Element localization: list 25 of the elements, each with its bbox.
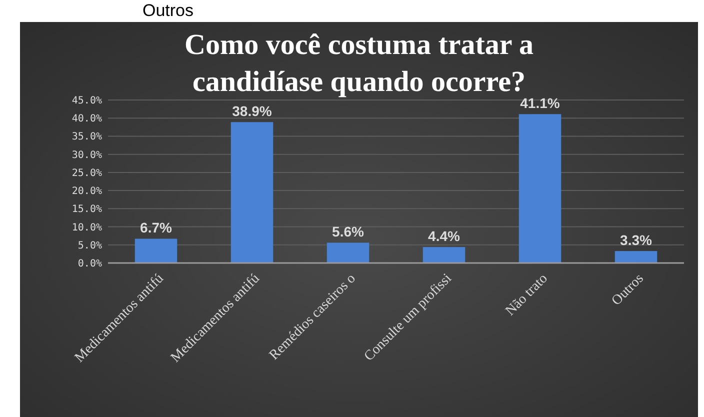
bar — [518, 114, 562, 263]
data-label: 5.6% — [332, 224, 364, 240]
data-label: 38.9% — [232, 103, 272, 120]
data-label: 3.3% — [620, 232, 652, 248]
text: Outros — [142, 1, 194, 20]
bar — [134, 238, 178, 263]
y-tick-label: 35.0% — [72, 132, 102, 143]
bar — [614, 251, 658, 263]
chart-title: Como você costuma tratar a candidíase quando ocorre? — [184, 29, 534, 98]
y-tick-label: 0.0% — [78, 258, 102, 270]
data-label: 4.4% — [428, 228, 460, 244]
y-tick-label: 30.0% — [72, 150, 102, 161]
bar — [422, 247, 466, 263]
y-tick-label: 10.0% — [72, 222, 102, 234]
y-tick-label: 15.0% — [72, 204, 102, 216]
bar — [230, 122, 274, 263]
y-tick-label: 5.0% — [78, 240, 102, 252]
y-tick-label: 20.0% — [72, 186, 102, 198]
data-label: 6.7% — [140, 220, 172, 236]
x-tick-label: Não trato — [503, 271, 551, 319]
data-label: 41.1% — [520, 95, 560, 112]
bar — [326, 242, 370, 263]
y-tick-label: 45.0% — [72, 96, 102, 106]
y-tick-label: 40.0% — [72, 114, 102, 125]
y-tick-label: 25.0% — [72, 168, 102, 179]
